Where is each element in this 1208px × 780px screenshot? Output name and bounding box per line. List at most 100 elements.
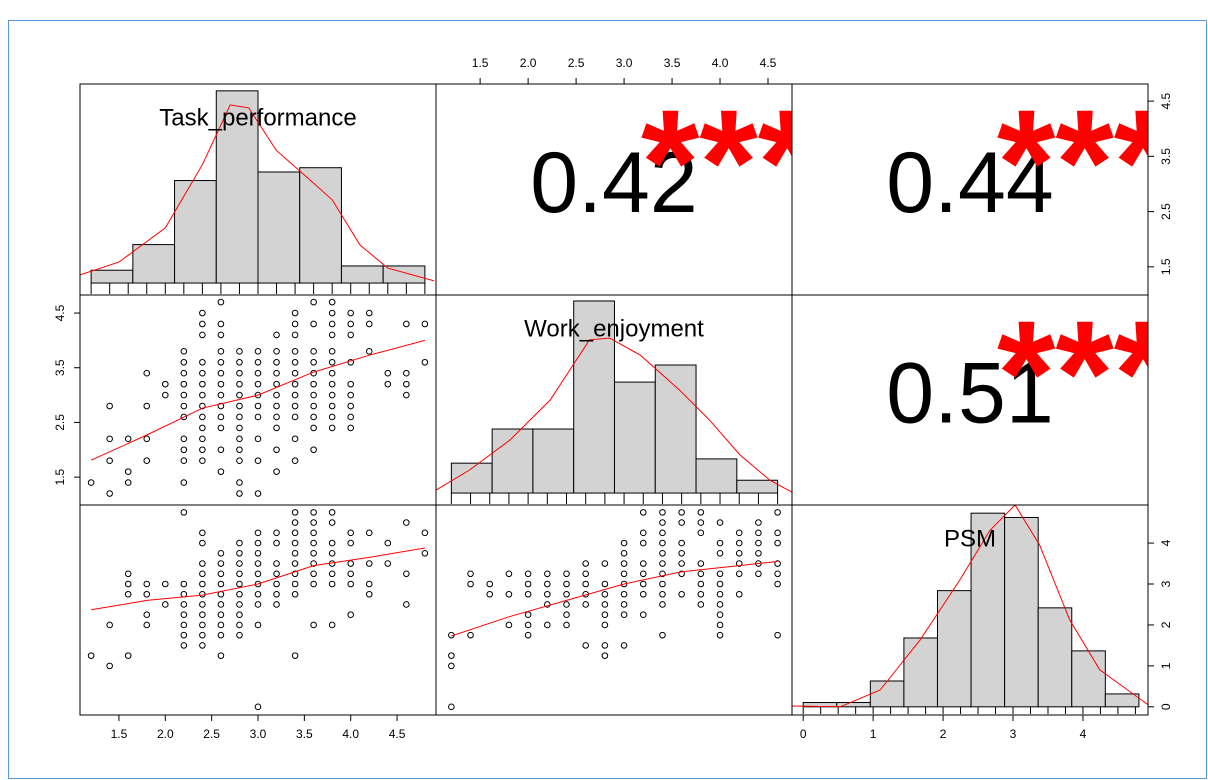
scatter-point: [365, 529, 373, 537]
scatter-point: [236, 590, 243, 598]
scatter-point: [254, 380, 262, 388]
scatter-point: [236, 601, 243, 608]
scatter-point: [310, 560, 317, 567]
scatter-point: [273, 560, 280, 567]
scatter-point: [106, 490, 113, 497]
scatter-point: [199, 391, 206, 399]
scatter-point: [254, 539, 262, 547]
scatter-point: [601, 611, 609, 619]
scatter-point: [180, 611, 188, 619]
scatter-point: [310, 446, 317, 454]
histogram-bar: [257, 171, 301, 284]
histogram-bar: [532, 428, 575, 494]
scatter-point: [735, 539, 743, 547]
scatter-point: [697, 529, 705, 537]
y-tick-label: 3.5: [1159, 148, 1173, 165]
histogram-bar: [1071, 650, 1106, 708]
scatter-point: [273, 529, 280, 537]
scatter-point: [620, 560, 628, 567]
scatter-point: [659, 570, 666, 578]
x-tick-label: 0: [800, 727, 807, 741]
scatter-point: [328, 509, 336, 516]
scatter-point: [328, 621, 336, 629]
scatter-point: [254, 580, 262, 588]
scatter-point: [180, 435, 188, 443]
scatter-point: [180, 348, 188, 355]
scatter-point: [254, 348, 262, 355]
scatter-point: [620, 550, 628, 557]
scatter-point: [697, 560, 705, 567]
scatter-point: [328, 358, 336, 366]
scatter-point: [180, 580, 188, 588]
scatter-point: [403, 601, 410, 608]
scatter-point: [421, 529, 429, 537]
scatter-point: [639, 509, 647, 516]
scatter-point: [448, 662, 455, 670]
scatter-point: [524, 570, 532, 578]
scatter-point: [273, 446, 280, 454]
scatter-point: [199, 309, 206, 317]
scatter-point: [365, 348, 373, 355]
scatter-point: [291, 580, 299, 588]
scatter-point: [421, 550, 429, 557]
scatter-point: [310, 391, 317, 399]
scatter-point: [273, 468, 280, 475]
scatter-point: [236, 621, 243, 629]
scatter-point: [143, 402, 151, 410]
scatter-point: [347, 611, 355, 619]
scatter-point: [328, 391, 336, 399]
scatter-point: [659, 601, 666, 608]
scatter-point: [659, 509, 666, 516]
scatter-point: [254, 435, 262, 443]
scatter-point: [774, 570, 781, 578]
scatter-point: [620, 539, 628, 547]
scatter-point: [524, 590, 532, 598]
scatter-point: [291, 435, 299, 443]
scatter-point: [217, 570, 225, 578]
histogram-bar: [90, 269, 134, 284]
scatter-point: [659, 631, 666, 639]
scatter-point: [180, 509, 188, 516]
scatter-point: [236, 446, 243, 454]
scatter-point: [254, 703, 262, 711]
scatter-point: [328, 298, 336, 306]
scatter-point: [161, 380, 169, 388]
scatter-point: [236, 391, 243, 399]
scatter-point: [124, 479, 132, 486]
scatter-point: [217, 424, 225, 432]
scatter-point: [273, 590, 280, 598]
x-tick-label: 2.0: [520, 56, 537, 70]
scatter-point: [678, 509, 685, 516]
scatter-point: [716, 580, 724, 588]
scatter-point: [291, 509, 299, 516]
y-tick-label: 4.5: [53, 304, 67, 321]
scatter-point: [180, 642, 188, 649]
scatter-point: [347, 320, 355, 328]
scatter-point: [524, 621, 532, 629]
scatter-point: [161, 391, 169, 399]
scatter-point: [273, 369, 280, 377]
scatter-point: [254, 391, 262, 399]
correlation-value: 0.51: [886, 346, 1053, 442]
scatter-point: [106, 457, 113, 465]
y-tick-label: 2.5: [1159, 203, 1173, 220]
scatter-point: [448, 652, 455, 659]
scatter-point: [328, 539, 336, 547]
scatter-point: [199, 320, 206, 328]
scatter-point: [291, 348, 299, 355]
scatter-point: [328, 413, 336, 421]
scatter-point: [735, 529, 743, 537]
scatter-point: [403, 369, 410, 377]
y-tick-label: 2: [1159, 621, 1173, 628]
scatter-point: [716, 570, 724, 578]
scatter-point: [124, 580, 132, 588]
scatter-point: [180, 402, 188, 410]
scatter-point: [716, 601, 724, 608]
y-tick-label: 3: [1159, 580, 1173, 587]
scatter-point: [217, 580, 225, 588]
density-line: [80, 104, 435, 282]
scatter-point: [254, 490, 262, 497]
scatter-point: [639, 611, 647, 619]
scatter-point: [347, 380, 355, 388]
scatter-point: [716, 550, 724, 557]
